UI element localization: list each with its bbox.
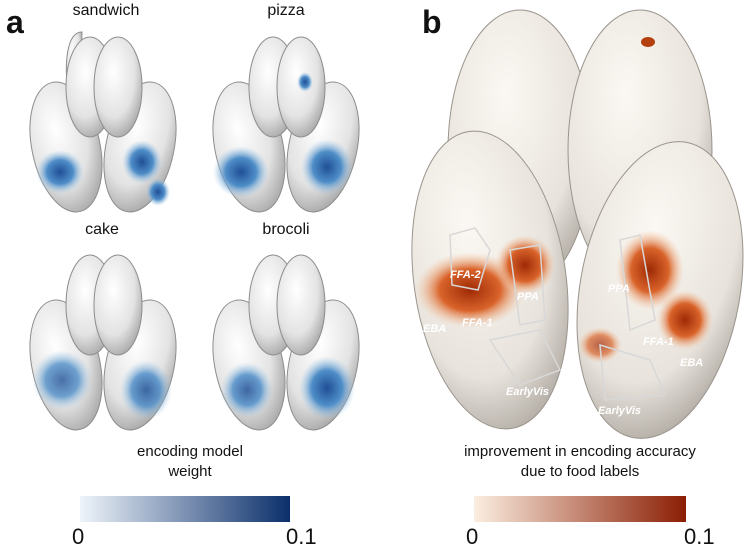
- brain-brocoli-hemi-right: [276, 254, 326, 356]
- panel-a-letter: a: [6, 4, 24, 40]
- roi-label-earlyvis-left: EarlyVis: [506, 386, 549, 398]
- colorbar-a-min-label: 0: [72, 524, 85, 549]
- brain-label-sandwich: sandwich: [72, 2, 140, 19]
- colorbar-a-caption-line2: weight: [168, 463, 212, 480]
- roi-outline-ppa-right: [619, 234, 656, 332]
- roi-label-ffa1-right: FFA-1: [643, 336, 674, 348]
- brain-large: FFA-2 PPA EBA FFA-1 PPA FFA-1 EBA EarlyV…: [411, 9, 744, 439]
- brain-sandwich-hemi-right: [93, 36, 143, 138]
- roi-outline-ffa2: [449, 227, 491, 291]
- roi-label-ffa1-left: FFA-1: [462, 317, 493, 329]
- weight-blob: [32, 350, 92, 410]
- weight-blob: [146, 178, 170, 206]
- roi-label-eba-left: EBA: [423, 323, 446, 335]
- colorbar-b: [474, 496, 686, 522]
- brain-cake: [29, 254, 177, 431]
- panel-b-letter: b: [422, 4, 442, 40]
- roi-outline-ppa-left: [509, 244, 546, 326]
- roi-label-ppa-left: PPA: [517, 291, 539, 303]
- roi-label-ffa2: FFA-2: [450, 269, 481, 281]
- weight-blob: [301, 139, 353, 195]
- weight-blob: [36, 150, 84, 194]
- colorbar-b-min-label: 0: [466, 524, 479, 549]
- improvement-blob: [616, 230, 684, 310]
- roi-label-earlyvis-right: EarlyVis: [598, 405, 641, 417]
- roi-label-eba-right: EBA: [680, 357, 703, 369]
- weight-blob: [297, 72, 313, 92]
- colorbar-b-caption: improvement in encoding accuracy due to …: [430, 442, 730, 482]
- colorbar-b-max-label: 0.1: [684, 524, 715, 549]
- colorbar-a-caption: encoding model weight: [60, 442, 320, 482]
- improvement-blob: [657, 290, 713, 350]
- brain-label-pizza: pizza: [267, 2, 305, 19]
- brain-cake-hemi-right: [93, 254, 143, 356]
- roi-outline-earlyvis-right: [599, 343, 667, 401]
- weight-blob: [299, 356, 355, 420]
- improvement-blob: [495, 235, 555, 295]
- brain-brocoli: [212, 254, 360, 431]
- colorbar-b-caption-line2: due to food labels: [520, 463, 640, 480]
- brain-label-cake: cake: [85, 221, 119, 238]
- improvement-blob: [641, 37, 655, 47]
- weight-blob: [122, 140, 162, 184]
- brain-label-brocoli: brocoli: [262, 221, 310, 238]
- colorbar-a: [80, 496, 290, 522]
- weight-blob: [213, 146, 269, 198]
- colorbar-a-max-label: 0.1: [286, 524, 317, 549]
- roi-label-ppa-right: PPA: [608, 283, 630, 295]
- colorbar-b-caption-line1: improvement in encoding accuracy: [464, 443, 696, 460]
- brain-pizza: [212, 36, 360, 213]
- roi-outline-earlyvis-left: [488, 329, 562, 386]
- brain-sandwich: [29, 31, 177, 213]
- weight-blob: [120, 360, 172, 420]
- weight-blob: [221, 362, 273, 418]
- colorbar-a-caption-line1: encoding model: [137, 443, 243, 460]
